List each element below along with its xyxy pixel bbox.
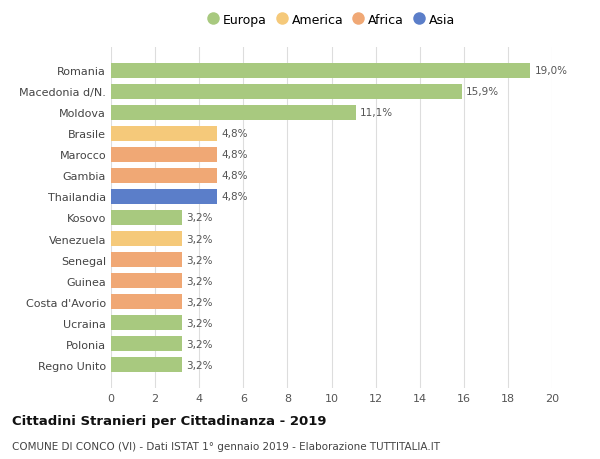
Bar [111, 252, 182, 268]
Bar [111, 315, 182, 330]
Text: Cittadini Stranieri per Cittadinanza - 2019: Cittadini Stranieri per Cittadinanza - 2… [12, 414, 326, 428]
Bar [111, 127, 217, 142]
Text: 3,2%: 3,2% [186, 360, 212, 370]
Bar [111, 274, 182, 289]
Text: 3,2%: 3,2% [186, 213, 212, 223]
Bar [111, 357, 182, 372]
Bar [111, 106, 356, 121]
Bar [111, 294, 182, 309]
Bar [111, 190, 217, 205]
Bar [111, 147, 217, 162]
Text: 15,9%: 15,9% [466, 87, 499, 97]
Text: 3,2%: 3,2% [186, 255, 212, 265]
Bar [111, 211, 182, 225]
Bar [111, 84, 461, 100]
Text: 4,8%: 4,8% [221, 150, 248, 160]
Text: 11,1%: 11,1% [360, 108, 393, 118]
Text: 3,2%: 3,2% [186, 297, 212, 307]
Text: 3,2%: 3,2% [186, 339, 212, 349]
Bar [111, 168, 217, 184]
Bar [111, 64, 530, 79]
Text: 4,8%: 4,8% [221, 129, 248, 139]
Text: 3,2%: 3,2% [186, 276, 212, 286]
Text: COMUNE DI CONCO (VI) - Dati ISTAT 1° gennaio 2019 - Elaborazione TUTTITALIA.IT: COMUNE DI CONCO (VI) - Dati ISTAT 1° gen… [12, 441, 440, 451]
Text: 4,8%: 4,8% [221, 171, 248, 181]
Text: 3,2%: 3,2% [186, 234, 212, 244]
Text: 4,8%: 4,8% [221, 192, 248, 202]
Legend: Europa, America, Africa, Asia: Europa, America, Africa, Asia [204, 10, 459, 31]
Bar [111, 231, 182, 246]
Text: 19,0%: 19,0% [535, 66, 568, 76]
Text: 3,2%: 3,2% [186, 318, 212, 328]
Bar [111, 336, 182, 352]
